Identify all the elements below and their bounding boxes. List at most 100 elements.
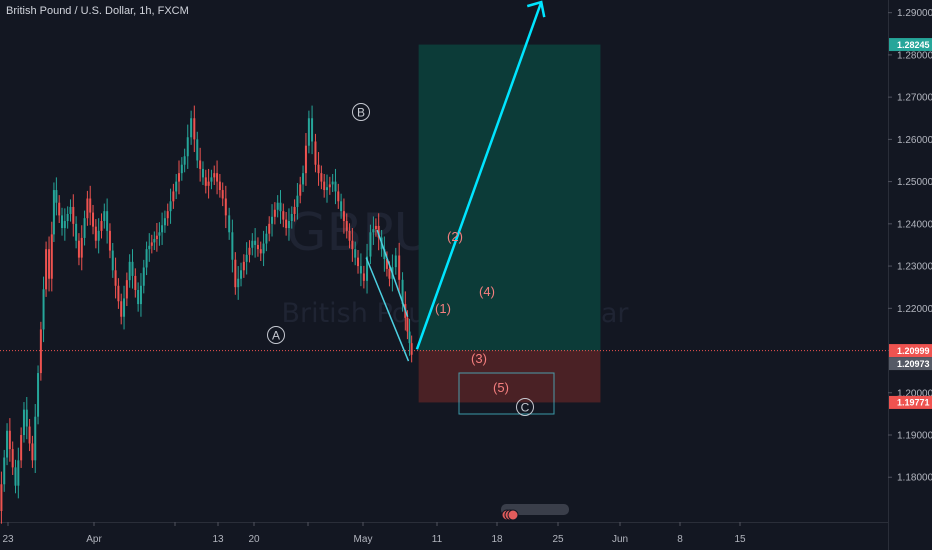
wave-label-5: (5) <box>493 380 509 395</box>
y-tick-label: 1.22000 <box>897 304 932 315</box>
x-tick-label: 13 <box>212 534 224 545</box>
candle-body <box>0 484 3 512</box>
candle-body <box>86 198 89 219</box>
candle-body <box>142 267 145 286</box>
candle-body <box>42 289 45 330</box>
candle-body <box>285 219 288 229</box>
candle-body <box>153 239 156 243</box>
candle-body <box>8 430 11 450</box>
x-tick-label: 25 <box>552 534 564 545</box>
stop-zone <box>418 350 601 403</box>
candle-body <box>304 145 307 174</box>
candle-body <box>22 409 25 435</box>
price-tag-bg <box>889 395 932 409</box>
candle-body <box>320 173 323 182</box>
candle-body <box>383 249 386 260</box>
candle-body <box>221 190 224 199</box>
price-tag-bg <box>889 344 932 358</box>
candle-body <box>199 160 202 169</box>
corrective-circle-a <box>267 326 285 344</box>
candle-body <box>108 230 111 251</box>
candle-body <box>66 213 69 222</box>
candle-body <box>224 198 227 216</box>
candle-body <box>251 240 254 248</box>
candle-body <box>210 177 213 182</box>
candle-body <box>103 211 106 222</box>
candle-body <box>256 244 259 250</box>
candle-body <box>337 191 340 202</box>
candle-body <box>166 211 169 219</box>
candle-body <box>201 168 204 178</box>
corrective-circle-b <box>352 103 370 121</box>
x-tick-label: Jun <box>612 534 628 545</box>
candle-body <box>25 409 28 427</box>
candle-body <box>299 184 302 196</box>
candle-body <box>254 240 257 245</box>
candle-body <box>262 243 265 254</box>
candle-body <box>131 261 134 276</box>
candle-body <box>89 198 92 213</box>
candle-body <box>259 249 262 254</box>
candle-body <box>3 457 6 485</box>
y-tick-label: 1.27000 <box>897 93 932 104</box>
candle-body <box>265 233 268 244</box>
candle-body <box>302 173 305 185</box>
candle-body <box>234 259 237 288</box>
wave-label-1: (1) <box>435 301 451 316</box>
wave-label-2: (2) <box>447 229 463 244</box>
candle-body <box>398 255 401 280</box>
candle-body <box>287 221 290 229</box>
price-tag-bg <box>889 357 932 371</box>
price-tag-bg <box>889 38 932 52</box>
candle-body <box>190 118 193 138</box>
candle-body <box>150 242 153 246</box>
candle-body <box>39 329 42 374</box>
candle-body <box>100 221 103 231</box>
candle-body <box>169 201 172 212</box>
candle-body <box>213 173 216 178</box>
y-tick-label: 1.18000 <box>897 473 932 484</box>
candle-body <box>334 181 337 192</box>
candle-body <box>97 230 100 241</box>
price-tag-label: 1.20999 <box>897 346 930 356</box>
candle-body <box>296 195 299 207</box>
candle-body <box>17 460 20 486</box>
candle-body <box>282 211 285 220</box>
candle-body <box>50 234 53 279</box>
x-tick-label: May <box>354 534 373 545</box>
candle-body <box>311 118 314 142</box>
wedge-upper-line <box>376 229 409 317</box>
candle-body <box>331 181 334 185</box>
candle-body <box>114 270 117 286</box>
candle-body <box>63 221 66 229</box>
corrective-label-c: C <box>521 401 530 415</box>
wave-c-target-box <box>458 372 555 415</box>
candle-body <box>410 343 413 355</box>
x-tick-label: 8 <box>677 534 683 545</box>
candle-body <box>48 249 51 279</box>
candle-body <box>45 249 48 290</box>
candle-body <box>11 449 14 468</box>
candle-body <box>342 211 345 222</box>
candle-body <box>128 261 131 281</box>
price-tag-label: 1.19771 <box>897 398 930 408</box>
candle-body <box>180 164 183 174</box>
y-tick-label: 1.20000 <box>897 388 932 399</box>
candle-body <box>148 245 151 250</box>
candle-body <box>175 181 178 192</box>
candle-body <box>75 223 78 241</box>
candle-body <box>37 373 40 417</box>
y-tick-label: 1.19000 <box>897 431 932 442</box>
candle-body <box>139 285 142 305</box>
candle-body <box>231 232 234 260</box>
candle-body <box>237 278 240 288</box>
candle-body <box>374 225 377 230</box>
price-tag-label: 1.28245 <box>897 40 930 50</box>
candle-body <box>328 184 331 188</box>
y-tick-label: 1.29000 <box>897 8 932 19</box>
candle-body <box>58 202 61 216</box>
candle-body <box>55 190 58 203</box>
candle-body <box>94 226 97 241</box>
